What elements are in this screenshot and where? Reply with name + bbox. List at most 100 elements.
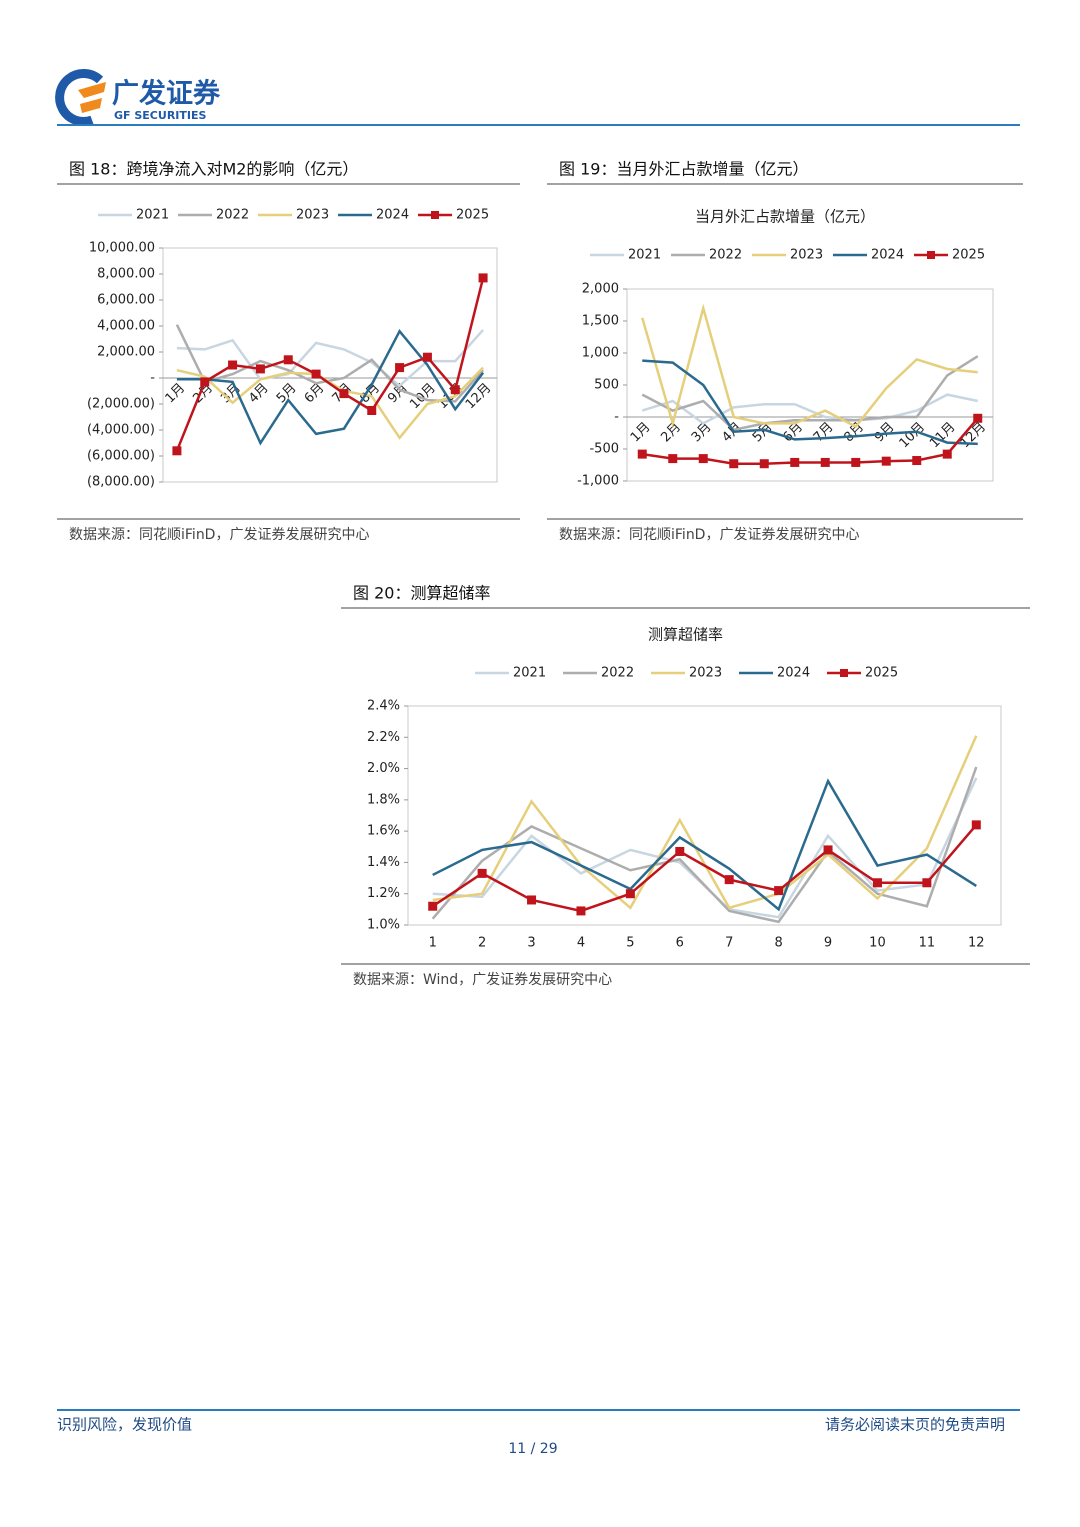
point-marker [668, 454, 678, 464]
x-tick-label: 3 [527, 936, 535, 951]
legend-label: 2021 [513, 666, 546, 681]
point-marker [339, 389, 349, 399]
point-marker [478, 273, 488, 283]
point-marker [367, 406, 377, 415]
point-marker [698, 454, 708, 464]
legend-label: 2025 [456, 208, 489, 223]
x-tick-label: 7月 [811, 420, 837, 446]
point-marker [527, 895, 537, 905]
legend-label: 2021 [136, 208, 169, 223]
legend-label: 2023 [296, 208, 329, 223]
x-tick-label: 4 [577, 936, 585, 951]
x-tick-label: 1月 [628, 420, 654, 446]
point-marker [724, 875, 734, 885]
x-tick-label: 2 [478, 936, 486, 951]
x-tick-label: 7 [725, 936, 733, 951]
point-marker [820, 457, 830, 467]
figure-caption: 图 19：当月外汇占款增量（亿元） [559, 160, 808, 179]
x-tick-label: 9 [824, 936, 832, 951]
source-note: 数据来源：同花顺iFinD，广发证券发展研究中心 [69, 527, 369, 543]
y-tick-label: 2.4% [367, 699, 400, 714]
x-tick-label: 1月 [163, 381, 189, 407]
y-tick-label: 1.4% [367, 855, 400, 870]
y-tick-label: 1.6% [367, 824, 400, 839]
series-line [432, 735, 978, 910]
y-tick-label: 2.2% [367, 730, 400, 745]
point-marker [759, 459, 769, 469]
footer-left: 识别风险，发现价值 [57, 1416, 192, 1434]
point-marker [637, 449, 647, 459]
point-marker [255, 364, 265, 374]
y-tick-label: 1.0% [367, 918, 400, 933]
point-marker [922, 878, 932, 888]
legend-label: 2024 [871, 248, 904, 263]
point-marker [942, 449, 952, 459]
y-tick-label: 1.2% [367, 886, 400, 901]
footer-right: 请务必阅读末页的免责声明 [825, 1416, 1005, 1434]
series-line [432, 778, 977, 912]
logo-subtext: GF SECURITIES [114, 109, 206, 122]
legend-swatch [927, 251, 935, 259]
y-tick-label: -500 [589, 442, 619, 457]
x-tick-label: 4月 [246, 381, 272, 407]
point-marker [395, 363, 405, 373]
legend-label: 2023 [689, 666, 722, 681]
point-marker [576, 906, 586, 916]
series-line [175, 277, 485, 452]
legend-label: 2024 [777, 666, 810, 681]
x-tick-label: 1 [429, 936, 437, 951]
x-tick-label: 6月 [302, 381, 328, 407]
y-tick-label: - [150, 371, 155, 386]
point-marker [172, 446, 182, 456]
x-tick-label: 8月 [841, 420, 867, 446]
y-tick-label: (8,000.00) [87, 475, 155, 490]
plot-area [407, 705, 1002, 926]
x-tick-label: 5 [626, 936, 634, 951]
chart-title: 当月外汇占款增量（亿元） [695, 208, 875, 226]
source-note: 数据来源：同花顺iFinD，广发证券发展研究中心 [559, 527, 859, 543]
point-marker [872, 878, 882, 888]
point-marker [477, 868, 487, 878]
legend-label: 2022 [216, 208, 249, 223]
y-tick-label: 6,000.00 [97, 293, 155, 308]
y-tick-label: 1,500 [582, 314, 619, 329]
legend-label: 2021 [628, 248, 661, 263]
logo-text: 广发证券 [112, 78, 221, 110]
point-marker [973, 413, 983, 423]
legend-label: 2025 [952, 248, 985, 263]
y-tick-label: 1.8% [367, 792, 400, 807]
point-marker [823, 845, 833, 855]
chart-title: 测算超储率 [648, 626, 723, 644]
figure-caption: 图 18：跨境净流入对M2的影响（亿元） [69, 160, 358, 179]
plot-area [162, 247, 498, 483]
series-line [432, 777, 978, 919]
point-marker [729, 459, 739, 469]
y-tick-label: (2,000.00) [87, 397, 155, 412]
logo-mark [55, 69, 104, 127]
legend-swatch [431, 211, 439, 219]
logo-mark [78, 82, 106, 113]
series-line [431, 766, 978, 924]
series-line [432, 824, 978, 913]
y-tick-label: 500 [594, 378, 619, 393]
y-tick-label: 8,000.00 [97, 267, 155, 282]
series-line [641, 393, 979, 425]
point-marker [311, 369, 321, 379]
y-tick-label: - [614, 410, 619, 425]
point-marker [422, 352, 432, 362]
y-tick-label: (6,000.00) [87, 449, 155, 464]
y-tick-label: 2,000.00 [97, 345, 155, 360]
point-marker [428, 901, 438, 911]
legend-label: 2022 [601, 666, 634, 681]
point-marker [228, 360, 238, 370]
point-marker [200, 377, 210, 387]
point-marker [283, 355, 293, 365]
point-marker [774, 886, 784, 896]
x-tick-label: 2月 [658, 420, 684, 446]
series-line [176, 328, 485, 446]
y-tick-label: 1,000 [582, 346, 619, 361]
x-tick-label: 8 [774, 936, 782, 951]
legend-label: 2024 [376, 208, 409, 223]
page-number: 11 / 29 [508, 1441, 557, 1457]
